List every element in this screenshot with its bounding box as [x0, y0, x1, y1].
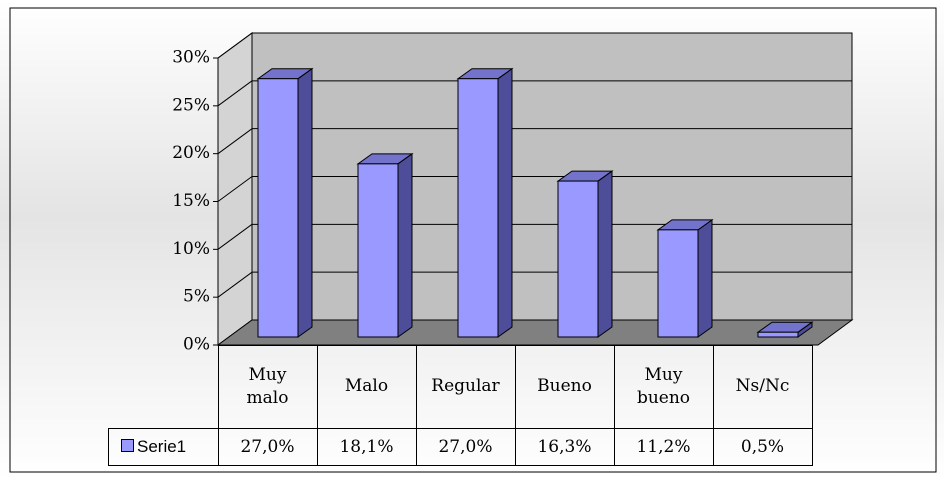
value-label: 11,2%	[613, 427, 714, 466]
header-row: Muy malo Malo Regular Bueno Muy bueno Ns/Nc	[109, 345, 813, 429]
bar-side	[397, 152, 413, 338]
y-tick-label: 15%	[172, 191, 210, 211]
y-tick-label: 20%	[172, 143, 210, 163]
category-label: Muy malo	[217, 345, 318, 429]
value-label: 18,1%	[316, 427, 417, 466]
value-label: 16,3%	[514, 427, 615, 466]
category-label: Bueno	[514, 345, 615, 429]
bar	[457, 78, 499, 338]
category-label: Ns/Nc	[712, 345, 813, 429]
grid-line	[217, 32, 253, 59]
bar-side	[597, 170, 613, 338]
category-label: Muy bueno	[613, 345, 714, 429]
legend-swatch	[121, 438, 134, 452]
y-tick-label: 10%	[172, 239, 210, 259]
value-label: 27,0%	[415, 427, 516, 466]
chart-border	[9, 7, 937, 473]
bar-side	[697, 218, 713, 338]
grid-line	[217, 80, 253, 107]
y-tick-label: 5%	[183, 287, 210, 307]
y-tick-label: 0%	[183, 335, 210, 355]
value-label: 27,0%	[217, 427, 318, 466]
bar	[657, 229, 699, 338]
corner-cell	[109, 346, 219, 429]
data-table: Muy malo Malo Regular Bueno Muy bueno Ns/Nc Se…	[108, 345, 813, 466]
data-row: Serie1 27,0% 18,1% 27,0% 16,3% 11,2% 0,5%	[108, 427, 813, 466]
bar	[257, 78, 299, 338]
grid-line	[217, 176, 253, 202]
legend-label: Serie1	[137, 436, 187, 456]
grid-line	[217, 128, 253, 155]
y-tick-label: 30%	[172, 48, 210, 68]
bar-side	[497, 67, 513, 338]
y-tick-label: 25%	[172, 95, 210, 115]
value-label: 0,5%	[712, 427, 813, 466]
bar	[757, 331, 799, 338]
grid-line	[217, 271, 253, 298]
legend-cell: Serie1	[108, 427, 219, 466]
bar	[557, 180, 599, 338]
bar	[357, 163, 399, 338]
category-label: Regular	[415, 345, 516, 429]
grid-line	[217, 223, 253, 250]
bar-side	[297, 67, 313, 338]
category-label: Malo	[316, 345, 417, 429]
